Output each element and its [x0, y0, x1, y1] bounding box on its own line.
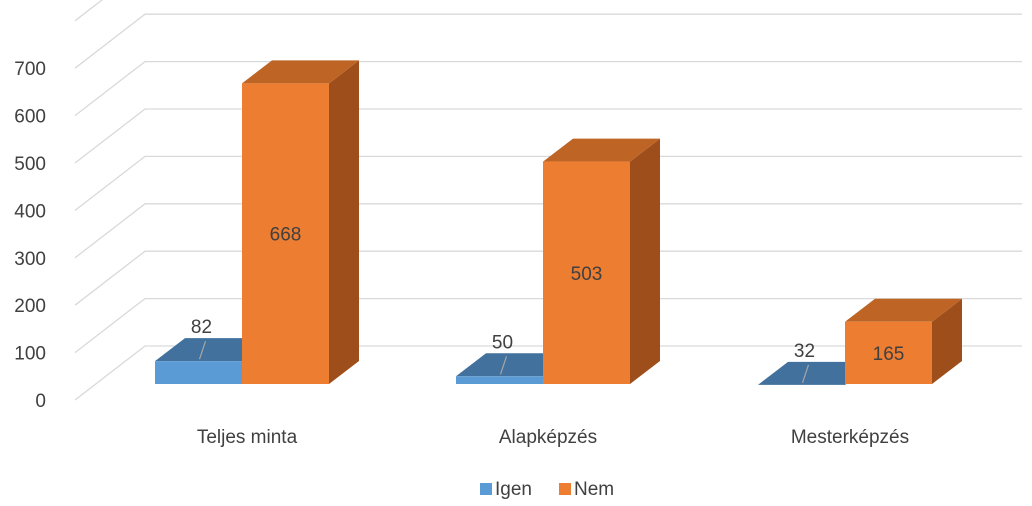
y-tick-label: 200 [14, 296, 46, 317]
bars [155, 60, 962, 385]
bar-nem [242, 60, 359, 385]
data-label: 32 [794, 341, 815, 362]
legend-swatch [480, 483, 492, 495]
gridline [74, 203, 1022, 259]
x-axis-categories: Teljes minta Alapképzés Mesterképzés [197, 427, 909, 448]
y-tick-label: 700 [14, 59, 46, 80]
legend-swatch [559, 483, 571, 495]
data-label: 503 [571, 264, 603, 285]
bar-top [242, 60, 359, 84]
y-axis-ticks: 0 100 200 300 400 500 600 700 [14, 59, 46, 412]
bar-top [543, 138, 660, 162]
legend-label: Nem [574, 479, 614, 500]
legend: Igen Nem [480, 479, 614, 500]
data-label: 165 [873, 344, 905, 365]
gridline [74, 155, 1022, 211]
bar-front [155, 361, 242, 384]
gridline [74, 0, 104, 22]
gridline [74, 345, 1022, 401]
gridline [74, 297, 1022, 354]
y-tick-label: 500 [14, 154, 46, 175]
data-label: 50 [492, 332, 513, 353]
category-label: Teljes minta [197, 427, 298, 448]
bar-side [329, 60, 359, 384]
bar-front [543, 161, 630, 384]
gridline [74, 250, 1022, 306]
bar-front [456, 376, 543, 384]
gridline [74, 60, 1022, 117]
gridline [74, 13, 1022, 69]
legend-item-igen: Igen [480, 479, 532, 500]
y-tick-label: 300 [14, 249, 46, 270]
gridline [74, 108, 1022, 164]
bar-side [630, 138, 660, 384]
category-label: Alapképzés [499, 427, 597, 448]
y-tick-label: 400 [14, 201, 46, 222]
label-leader-line [499, 356, 508, 375]
y-tick-label: 0 [35, 391, 46, 412]
bar-front [845, 321, 932, 384]
data-label: 82 [191, 317, 212, 338]
bar-nem [845, 298, 962, 384]
bar-side [932, 298, 962, 384]
label-leader-line [198, 340, 207, 360]
label-leader-line [801, 364, 810, 384]
bar-nem [543, 138, 660, 384]
data-labels: 82 668 50 503 32 165 [191, 225, 905, 384]
y-tick-label: 600 [14, 107, 46, 128]
category-label: Mesterképzés [791, 427, 909, 448]
data-label: 668 [270, 225, 302, 246]
legend-item-nem: Nem [559, 479, 614, 500]
gridlines [74, 0, 1022, 401]
bar-top [845, 298, 962, 322]
y-tick-label: 100 [14, 344, 46, 365]
bar-front [242, 83, 329, 385]
legend-label: Igen [495, 479, 532, 500]
